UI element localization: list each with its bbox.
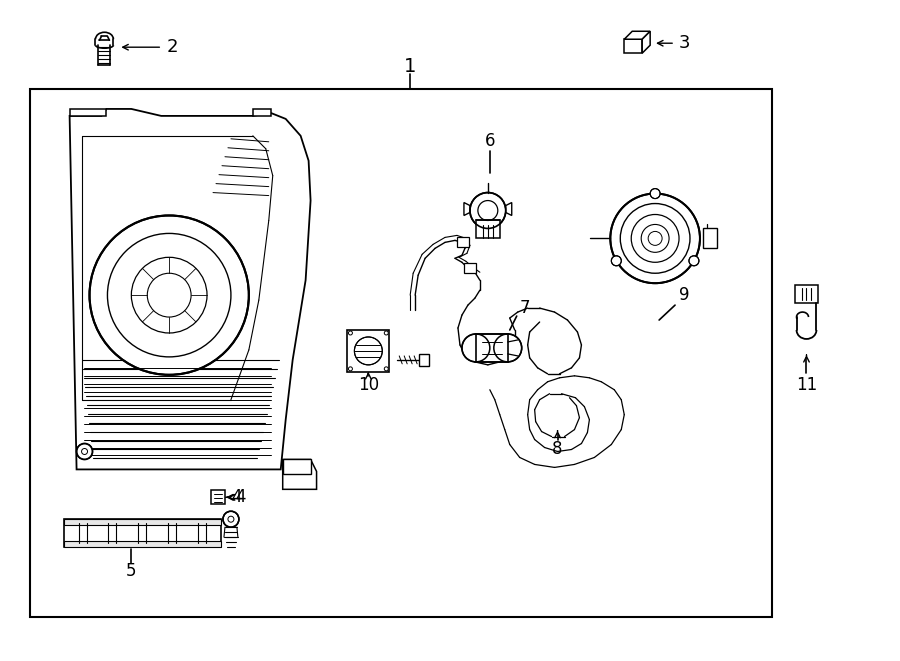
Circle shape: [384, 331, 388, 335]
Text: 9: 9: [679, 286, 689, 304]
Circle shape: [384, 367, 388, 371]
Circle shape: [470, 192, 506, 229]
Polygon shape: [643, 31, 650, 53]
Polygon shape: [506, 202, 512, 215]
Circle shape: [611, 256, 621, 266]
Circle shape: [494, 334, 522, 362]
Circle shape: [348, 331, 353, 335]
Circle shape: [650, 188, 660, 198]
Text: 7: 7: [519, 299, 530, 317]
Polygon shape: [625, 39, 643, 53]
Bar: [457, 237, 469, 247]
Text: 4: 4: [231, 488, 241, 506]
Text: 1: 1: [404, 57, 417, 75]
Circle shape: [355, 337, 382, 365]
Bar: [347, 330, 390, 372]
Circle shape: [348, 367, 353, 371]
Text: 2: 2: [166, 38, 177, 56]
Bar: [64, 541, 221, 547]
Polygon shape: [211, 490, 225, 504]
Circle shape: [76, 444, 93, 459]
Bar: [464, 263, 476, 273]
Polygon shape: [253, 109, 271, 116]
Bar: [703, 229, 717, 249]
Circle shape: [89, 215, 248, 375]
Circle shape: [689, 256, 699, 266]
Bar: [419, 354, 429, 366]
Circle shape: [462, 334, 490, 362]
Polygon shape: [283, 459, 317, 489]
Bar: [795, 285, 818, 303]
Bar: [476, 334, 508, 362]
Circle shape: [223, 511, 238, 527]
Polygon shape: [464, 202, 470, 215]
Bar: [64, 519, 221, 525]
Text: 5: 5: [126, 562, 137, 580]
Text: 8: 8: [553, 440, 562, 459]
Polygon shape: [283, 459, 310, 475]
Polygon shape: [69, 109, 106, 116]
Bar: [30, 89, 771, 617]
Text: 4: 4: [235, 488, 246, 506]
Text: 3: 3: [679, 34, 690, 52]
Text: 10: 10: [358, 375, 379, 394]
Circle shape: [610, 194, 700, 283]
Bar: [476, 221, 500, 239]
Text: 6: 6: [484, 132, 495, 150]
Bar: [64, 519, 221, 547]
Text: 11: 11: [796, 375, 817, 394]
Polygon shape: [625, 31, 650, 39]
Polygon shape: [69, 109, 310, 469]
